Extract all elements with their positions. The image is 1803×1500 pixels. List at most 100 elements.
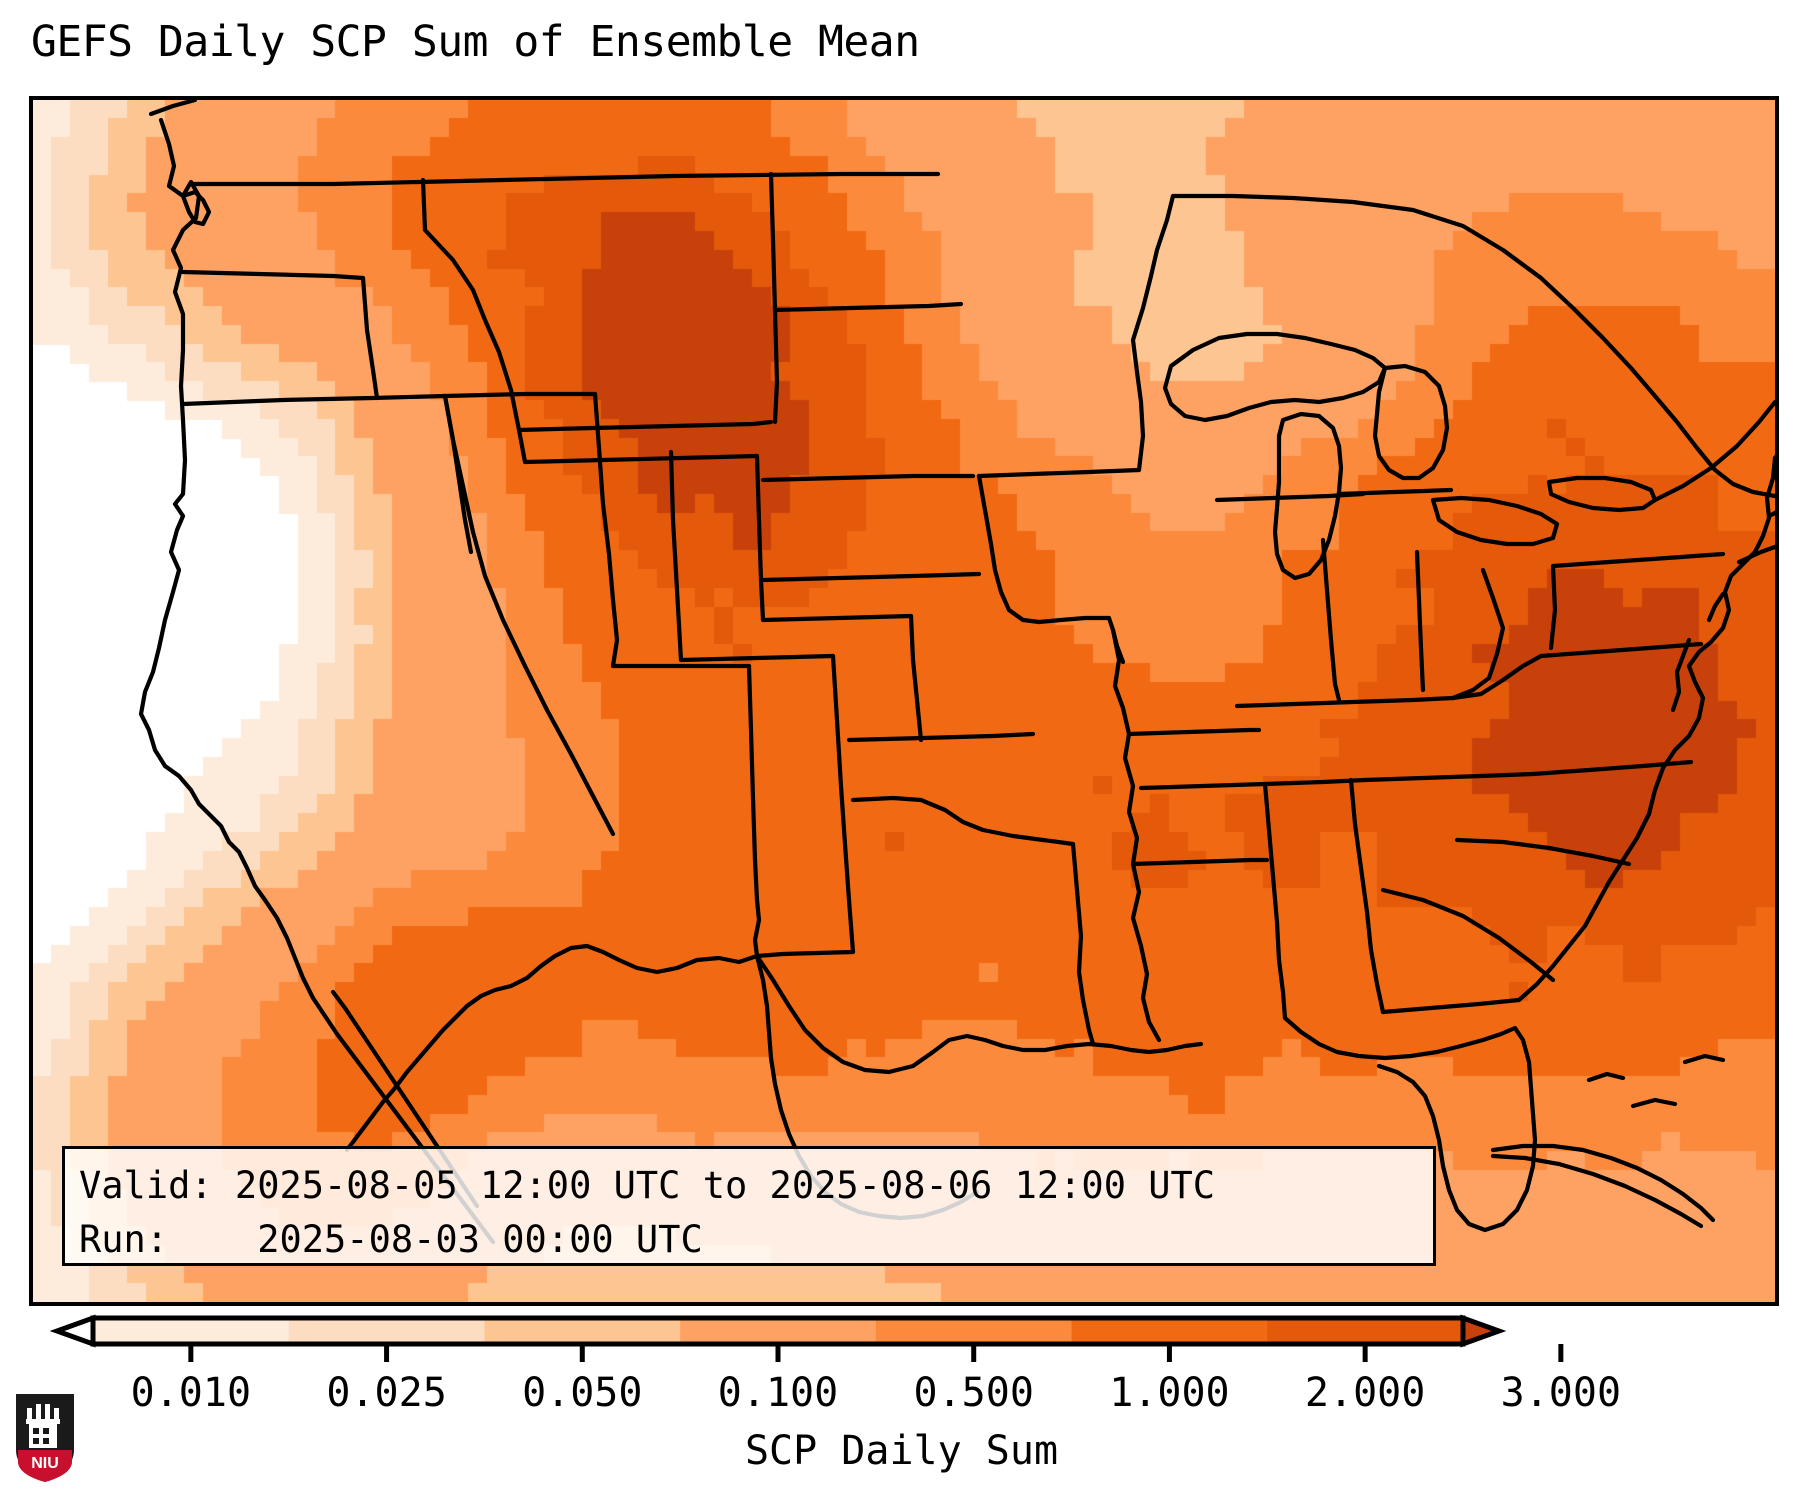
colorbar-band-3 xyxy=(680,1318,877,1344)
state-border-or-ca-nv xyxy=(180,393,448,407)
colorbar-tick-label-0: 0.010 xyxy=(131,1370,251,1416)
river-st-lawrence xyxy=(1652,399,1775,503)
state-border-ne-ia xyxy=(976,473,1042,625)
coastline-pacific xyxy=(138,117,268,903)
state-border-in-oh xyxy=(1414,549,1426,693)
state-border-id-or xyxy=(360,275,380,401)
lake-huron xyxy=(1372,363,1450,481)
state-border-tx-la-ar xyxy=(1070,841,1096,1047)
colorbar-band-5 xyxy=(1071,1318,1268,1344)
state-border-va-md-pa xyxy=(1538,641,1704,659)
state-border-pa-ny xyxy=(1550,551,1726,569)
state-border-ms-al xyxy=(1262,781,1288,1021)
geography-outline-layer xyxy=(138,100,1775,1245)
state-border-mo-ar xyxy=(1126,727,1262,737)
colorbar-extend-left xyxy=(49,1314,96,1348)
islands-bahamas-3 xyxy=(1682,1053,1726,1065)
state-border-ia-mn xyxy=(976,467,1142,479)
border-mexico-riogrande xyxy=(344,943,760,1153)
state-border-wy-sd-ne xyxy=(754,453,766,623)
colorbar-band-2 xyxy=(484,1318,681,1344)
islands-bahamas-2 xyxy=(1630,1097,1678,1109)
state-border-ut-co xyxy=(668,449,684,663)
border-canada-east xyxy=(1170,193,1775,499)
state-border-ky-va xyxy=(1450,653,1544,701)
colorbar-extend-right xyxy=(1460,1314,1507,1348)
island-cuba xyxy=(1490,1143,1716,1223)
logo-red-band xyxy=(18,1450,72,1482)
page-title: GEFS Daily SCP Sum of Ensemble Mean xyxy=(31,17,920,67)
state-border-sc-ga xyxy=(1380,887,1556,983)
state-border-co-nm xyxy=(678,653,836,663)
state-border-nv-az xyxy=(592,391,620,669)
state-border-in-mi xyxy=(1336,487,1454,497)
state-border-ms-tn xyxy=(1138,777,1368,791)
scp-heatmap-layer xyxy=(33,100,1775,1302)
state-border-mn-wi xyxy=(1130,193,1176,473)
state-border-nv-ut xyxy=(442,391,598,399)
border-us-mexico xyxy=(752,897,762,959)
lake-ontario xyxy=(1546,475,1658,513)
state-border-mt-nd xyxy=(768,171,780,425)
colorbar-band-6 xyxy=(1267,1318,1464,1344)
state-border-tn-ky xyxy=(1234,695,1456,709)
state-border-nc-sc xyxy=(1454,837,1632,867)
colorbar-band-4 xyxy=(875,1318,1073,1344)
colorbar-bands xyxy=(49,1314,1507,1348)
state-border-va-nc xyxy=(1530,759,1694,777)
coastline-gulf-texas xyxy=(754,953,1204,1075)
run-time-line: Run: 2025-08-03 00:00 UTC xyxy=(79,1218,703,1261)
logo-text: NIU xyxy=(31,1455,59,1472)
coastline-atlantic xyxy=(1516,455,1775,1003)
state-border-oh-wv-ky xyxy=(1450,567,1506,701)
colorbar-svg: 0.010 0.025 0.050 0.100 0.500 1.000 2.000 3.000 xyxy=(49,1314,1621,1416)
state-border-wa-or xyxy=(180,269,366,281)
colorbar-tick-label-1: 0.025 xyxy=(326,1370,446,1416)
logo-castle-windows xyxy=(33,1428,49,1444)
colorbar-ticks xyxy=(188,1344,1564,1362)
valid-time-line: Valid: 2025-08-05 12:00 UTC to 2025-08-0… xyxy=(79,1164,1216,1207)
state-border-nm-tx xyxy=(754,653,856,959)
state-border-ar-la xyxy=(1130,857,1270,867)
colorbar-tick-label-7: 3.000 xyxy=(1501,1370,1621,1416)
colorbar-band-0 xyxy=(93,1318,290,1344)
forecast-info-box: Valid: 2025-08-05 12:00 UTC to 2025-08-0… xyxy=(62,1146,1436,1266)
state-border-tn-nc-ga xyxy=(1362,771,1536,783)
island-long-island xyxy=(1736,544,1775,565)
colorbar-tick-labels: 0.010 0.025 0.050 0.100 0.500 1.000 2.000 3.000 xyxy=(131,1370,1621,1416)
colorbar: 0.010 0.025 0.050 0.100 0.500 1.000 2.000 3.000 xyxy=(0,1306,1803,1436)
border-us-canada xyxy=(190,171,941,187)
colorbar-band-1 xyxy=(288,1318,486,1344)
state-border-ok-tx xyxy=(850,795,1076,847)
state-border-wy-co xyxy=(522,453,760,465)
state-border-az-nm xyxy=(746,663,760,903)
colorbar-tick-label-5: 1.000 xyxy=(1109,1370,1229,1416)
coastline-florida xyxy=(1282,1015,1538,1233)
state-border-pa-oh-wv xyxy=(1548,563,1558,651)
river-mississippi xyxy=(1110,627,1162,1043)
state-border-ca-nv xyxy=(442,393,616,837)
map-clip xyxy=(33,100,1775,1302)
state-border-il-in xyxy=(1320,537,1342,703)
colorbar-tick-label-2: 0.050 xyxy=(522,1370,642,1416)
colorbar-tick-label-4: 0.500 xyxy=(914,1370,1034,1416)
colorbar-tick-label-6: 2.000 xyxy=(1305,1370,1425,1416)
island-cuba-south xyxy=(1490,1153,1704,1229)
map-panel xyxy=(29,96,1779,1306)
state-border-ne-ks xyxy=(760,571,982,583)
bay-chesapeake xyxy=(1670,637,1692,713)
state-border-ga-fl xyxy=(1380,997,1522,1015)
colorbar-tick-label-3: 0.100 xyxy=(718,1370,838,1416)
state-border-ks-ok xyxy=(908,613,924,743)
island-vancouver xyxy=(148,100,198,117)
state-border-sd-ne xyxy=(760,473,976,483)
bay-delaware xyxy=(1706,591,1726,623)
state-border-nd-sd xyxy=(772,301,964,313)
lake-superior xyxy=(1162,331,1388,423)
lake-michigan xyxy=(1272,411,1344,581)
colorbar-axis-label: SCP Daily Sum xyxy=(744,1428,1059,1474)
state-border-ia-il xyxy=(1110,627,1126,665)
state-border-id-mt xyxy=(420,177,528,465)
state-border-ks-ok-h xyxy=(846,731,1036,743)
lake-erie xyxy=(1430,495,1560,547)
